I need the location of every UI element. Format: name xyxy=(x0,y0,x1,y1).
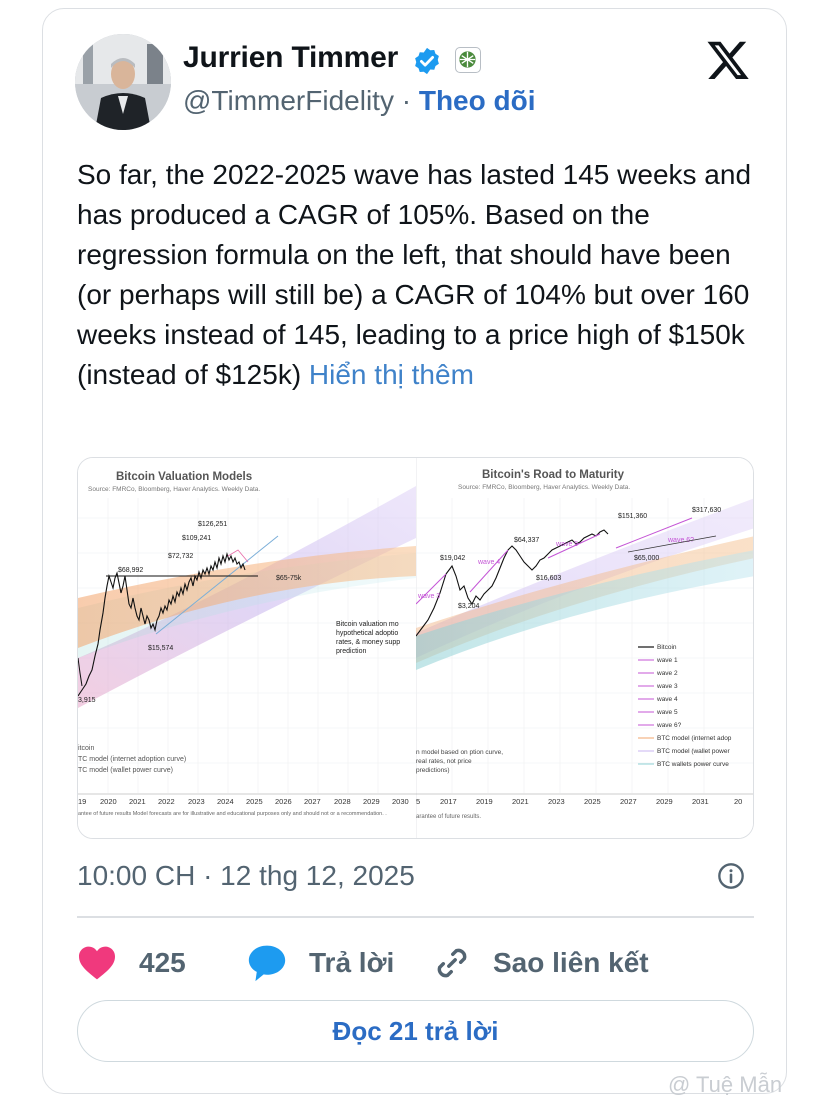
chart-right-legend-item: BTC model (wallet power xyxy=(657,748,730,755)
chart-left-xtick: 2028 xyxy=(334,797,351,806)
chart-left-label: $126,251 xyxy=(198,521,227,528)
chart-left-xtick: 2024 xyxy=(217,797,234,806)
chart-left-xtick: 2027 xyxy=(304,797,321,806)
chart-left-label: $68,992 xyxy=(118,567,143,574)
author-handle[interactable]: @TimmerFidelity xyxy=(183,85,394,116)
like-count: 425 xyxy=(139,947,186,978)
link-icon xyxy=(437,948,467,978)
like-button[interactable]: 425 xyxy=(77,939,186,987)
fidelity-logo-icon xyxy=(455,47,481,73)
watermark: @ Tuệ Mẫn xyxy=(668,1072,783,1097)
chart-right-label: $3,204 xyxy=(458,603,480,610)
chart-right-wave-label: wave 5 xyxy=(555,541,578,548)
chart-right-legend-item: wave 4 xyxy=(656,696,678,703)
chart-left-label: $72,732 xyxy=(168,553,193,560)
chart-right-legend-item: Bitcoin xyxy=(657,644,677,651)
chart-right-label: $64,337 xyxy=(514,537,539,544)
chart-right-legend-item: wave 1 xyxy=(656,657,678,664)
chart-left-label: $15,574 xyxy=(148,645,173,652)
chart-left-xtick: 2020 xyxy=(100,797,117,806)
chart-left-xtick: 2025 xyxy=(246,797,263,806)
chart-right-label: $19,042 xyxy=(440,555,465,562)
tweet-card: Jurrien Timmer @TimmerFidelity · Theo dõ… xyxy=(42,8,787,1094)
speech-bubble-icon xyxy=(248,945,286,982)
chart-right-legend-item: BTC wallets power curve xyxy=(657,761,729,768)
chart-left-footnote: antee of future results Model forecasts … xyxy=(78,811,387,817)
chart-right-xtick: 2023 xyxy=(548,797,565,806)
chart-left-xtick: 2022 xyxy=(158,797,175,806)
x-logo-icon[interactable] xyxy=(705,37,751,83)
chart-right-title: Bitcoin's Road to Maturity xyxy=(482,469,625,481)
chart-left-label: 3,915 xyxy=(78,697,96,704)
tweet-text: So far, the 2022-2025 wave has lasted 14… xyxy=(77,155,767,395)
copy-link-button[interactable]: Sao liên kết xyxy=(433,939,649,987)
chart-right-footnote: arantee of future results. xyxy=(416,814,481,820)
verified-badge-icon xyxy=(412,46,442,76)
chart-right-xtick: 20 xyxy=(734,797,742,806)
chart-left-xtick: 2021 xyxy=(129,797,146,806)
chart-right-xtick: 2031 xyxy=(692,797,709,806)
info-icon[interactable] xyxy=(717,862,745,890)
chart-left-legend-item: TC model (internet adoption curve) xyxy=(78,756,186,763)
chart-right-label: $65,000 xyxy=(634,555,659,562)
handle-separator: · xyxy=(401,85,412,116)
chart-right-label: $151,360 xyxy=(618,513,647,520)
chart-right-legend-item: wave 3 xyxy=(656,683,678,690)
read-replies-button[interactable]: Đọc 21 trả lời xyxy=(77,1000,754,1062)
chart-left-legend-item: itcoin xyxy=(78,745,94,752)
chart-right-xtick: 2027 xyxy=(620,797,637,806)
chart-right-note: n model based on ption curve, real rates… xyxy=(416,749,504,774)
chart-right-wave-label: wave 3 xyxy=(417,593,440,600)
chart-right-subtitle: Source: FMRCo, Bloomberg, Haver Analytic… xyxy=(458,484,630,491)
follow-link[interactable]: Theo dõi xyxy=(418,85,536,116)
author-name[interactable]: Jurrien Timmer xyxy=(183,41,399,74)
chart-right-legend-item: wave 5 xyxy=(656,709,678,716)
chart-right-label: $16,603 xyxy=(536,575,561,582)
show-more-link[interactable]: Hiển thị thêm xyxy=(308,359,474,390)
divider xyxy=(77,916,754,918)
tweet-body: So far, the 2022-2025 wave has lasted 14… xyxy=(77,159,752,390)
chart-right-xtick: 2025 xyxy=(584,797,601,806)
chart-left-xtick: 2023 xyxy=(188,797,205,806)
reply-button[interactable]: Trả lời xyxy=(247,939,394,987)
chart-left-label: $109,241 xyxy=(182,535,211,542)
chart-left-xtick: 19 xyxy=(78,797,86,806)
chart-left-note: Bitcoin valuation mo hypothetical adopti… xyxy=(336,621,401,655)
chart-left-xtick: 2026 xyxy=(275,797,292,806)
chart-bitcoin-valuation-models: Bitcoin Valuation Models Source: FMRCo, … xyxy=(78,458,416,838)
chart-right-xtick: 2029 xyxy=(656,797,673,806)
tweet-timestamp[interactable]: 10:00 CH · 12 thg 12, 2025 xyxy=(77,860,415,891)
chart-right-legend-item: BTC model (internet adop xyxy=(657,735,732,742)
chart-left-label: $65-75k xyxy=(276,575,302,582)
tweet-actions: 425 Trả lời Sao liên kết xyxy=(77,939,754,987)
copy-link-label: Sao liên kết xyxy=(493,947,649,978)
chart-left-xtick: 2030 xyxy=(392,797,409,806)
avatar[interactable] xyxy=(75,34,171,130)
chart-left-legend-item: TC model (wallet power curve) xyxy=(78,767,173,774)
chart-left-title: Bitcoin Valuation Models xyxy=(116,471,252,483)
chart-right-legend-item: wave 6? xyxy=(656,722,682,729)
reply-label: Trả lời xyxy=(309,947,395,978)
chart-right-wave-label: wave 4 xyxy=(477,559,500,566)
chart-bitcoins-road-to-maturity: wave 3 wave 4 wave 5 wave 6? Bitcoin's R… xyxy=(416,458,753,838)
chart-right-wave-label: wave 6? xyxy=(667,537,694,544)
chart-left-xtick: 2029 xyxy=(363,797,380,806)
tweet-media[interactable]: Bitcoin Valuation Models Source: FMRCo, … xyxy=(77,457,754,839)
chart-right-xtick: 2019 xyxy=(476,797,493,806)
author-handle-row: @TimmerFidelity · Theo dõi xyxy=(183,85,536,117)
chart-right-xtick: 2017 xyxy=(440,797,457,806)
chart-right-xtick: 5 xyxy=(416,797,420,806)
chart-right-label: $317,630 xyxy=(692,507,721,514)
heart-icon xyxy=(79,946,115,980)
chart-right-xtick: 2021 xyxy=(512,797,529,806)
chart-left-subtitle: Source: FMRCo, Bloomberg, Haver Analytic… xyxy=(88,486,260,493)
chart-right-legend-item: wave 2 xyxy=(656,670,678,677)
